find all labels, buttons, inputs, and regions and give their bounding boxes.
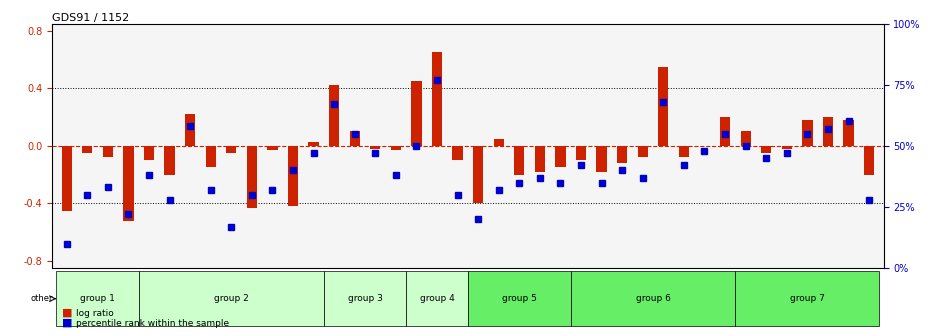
- Bar: [267, 146, 277, 150]
- FancyBboxPatch shape: [407, 271, 467, 326]
- Text: other: other: [30, 294, 53, 303]
- Bar: [329, 85, 339, 146]
- Bar: [390, 146, 401, 150]
- Bar: [82, 146, 92, 153]
- Bar: [618, 146, 627, 163]
- Bar: [802, 120, 812, 146]
- Bar: [535, 146, 545, 172]
- Bar: [658, 67, 669, 146]
- Bar: [761, 146, 771, 153]
- Bar: [288, 146, 298, 206]
- Bar: [411, 81, 422, 146]
- FancyBboxPatch shape: [56, 271, 139, 326]
- Bar: [823, 117, 833, 146]
- FancyBboxPatch shape: [735, 271, 880, 326]
- Bar: [678, 146, 689, 157]
- Text: group 2: group 2: [214, 294, 249, 303]
- Bar: [103, 146, 113, 157]
- Text: group 4: group 4: [420, 294, 454, 303]
- Bar: [576, 146, 586, 160]
- FancyBboxPatch shape: [571, 271, 735, 326]
- Bar: [597, 146, 607, 172]
- Bar: [164, 146, 175, 175]
- Text: group 5: group 5: [502, 294, 537, 303]
- Bar: [637, 146, 648, 157]
- Bar: [247, 146, 257, 208]
- Bar: [556, 146, 565, 167]
- Text: group 3: group 3: [348, 294, 383, 303]
- Bar: [432, 52, 442, 146]
- Text: group 7: group 7: [790, 294, 825, 303]
- Bar: [350, 131, 360, 146]
- Text: group 1: group 1: [80, 294, 115, 303]
- Bar: [782, 146, 792, 149]
- Bar: [370, 146, 380, 149]
- FancyBboxPatch shape: [467, 271, 571, 326]
- Bar: [205, 146, 216, 167]
- Bar: [226, 146, 237, 153]
- Text: ■: ■: [62, 318, 72, 328]
- Bar: [844, 120, 854, 146]
- Text: group 6: group 6: [636, 294, 671, 303]
- Bar: [309, 141, 318, 146]
- Bar: [740, 131, 751, 146]
- Bar: [124, 146, 134, 221]
- Bar: [720, 117, 731, 146]
- Text: GDS91 / 1152: GDS91 / 1152: [52, 13, 129, 23]
- Bar: [143, 146, 154, 160]
- Text: percentile rank within the sample: percentile rank within the sample: [76, 319, 229, 328]
- FancyBboxPatch shape: [139, 271, 324, 326]
- Text: ■: ■: [62, 307, 72, 318]
- FancyBboxPatch shape: [324, 271, 407, 326]
- Text: log ratio: log ratio: [76, 308, 114, 318]
- Bar: [473, 146, 484, 203]
- Bar: [185, 114, 196, 146]
- Bar: [514, 146, 524, 175]
- Bar: [452, 146, 463, 160]
- Bar: [62, 146, 72, 211]
- Bar: [494, 139, 504, 146]
- Bar: [864, 146, 874, 175]
